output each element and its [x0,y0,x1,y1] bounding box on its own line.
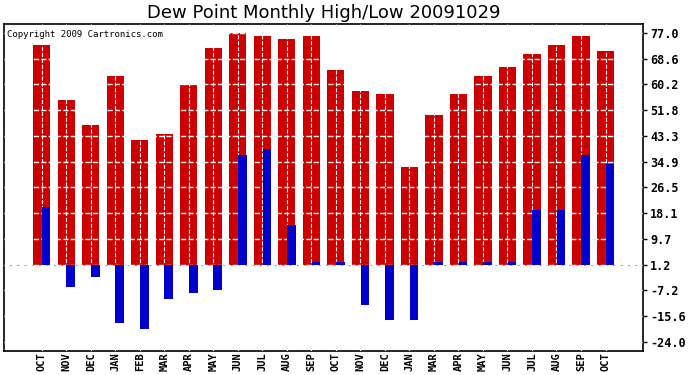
Bar [262,149,271,264]
Bar [548,45,565,264]
Bar [508,262,516,264]
Bar [131,140,148,264]
Bar [410,264,418,320]
Bar [499,66,516,264]
Bar [557,210,565,264]
Bar [483,262,492,264]
Bar [33,45,50,264]
Bar [459,262,467,264]
Bar [238,155,246,264]
Bar [352,91,369,264]
Bar [140,264,148,329]
Bar [156,134,173,264]
Bar [385,264,393,320]
Bar [66,264,75,286]
Bar [425,116,442,264]
Bar [597,51,614,264]
Title: Dew Point Monthly High/Low 20091029: Dew Point Monthly High/Low 20091029 [147,4,500,22]
Bar [524,54,540,264]
Bar [91,264,99,278]
Bar [606,164,614,264]
Bar [450,94,467,264]
Bar [189,264,197,292]
Bar [303,36,320,264]
Bar [164,264,173,299]
Bar [361,264,369,305]
Bar [336,262,344,264]
Bar [434,262,443,264]
Bar [278,39,295,264]
Bar [376,94,393,264]
Bar [311,262,320,264]
Bar [115,264,124,323]
Bar [213,264,222,290]
Bar [327,69,344,264]
Bar [475,76,491,264]
Bar [573,36,589,264]
Bar [401,167,418,264]
Bar [42,207,50,264]
Bar [287,225,295,264]
Bar [229,33,246,264]
Bar [107,76,124,264]
Bar [82,124,99,264]
Text: Copyright 2009 Cartronics.com: Copyright 2009 Cartronics.com [8,30,164,39]
Bar [581,155,590,264]
Bar [180,85,197,264]
Bar [58,100,75,264]
Bar [254,36,271,264]
Bar [532,210,541,264]
Bar [205,48,222,264]
